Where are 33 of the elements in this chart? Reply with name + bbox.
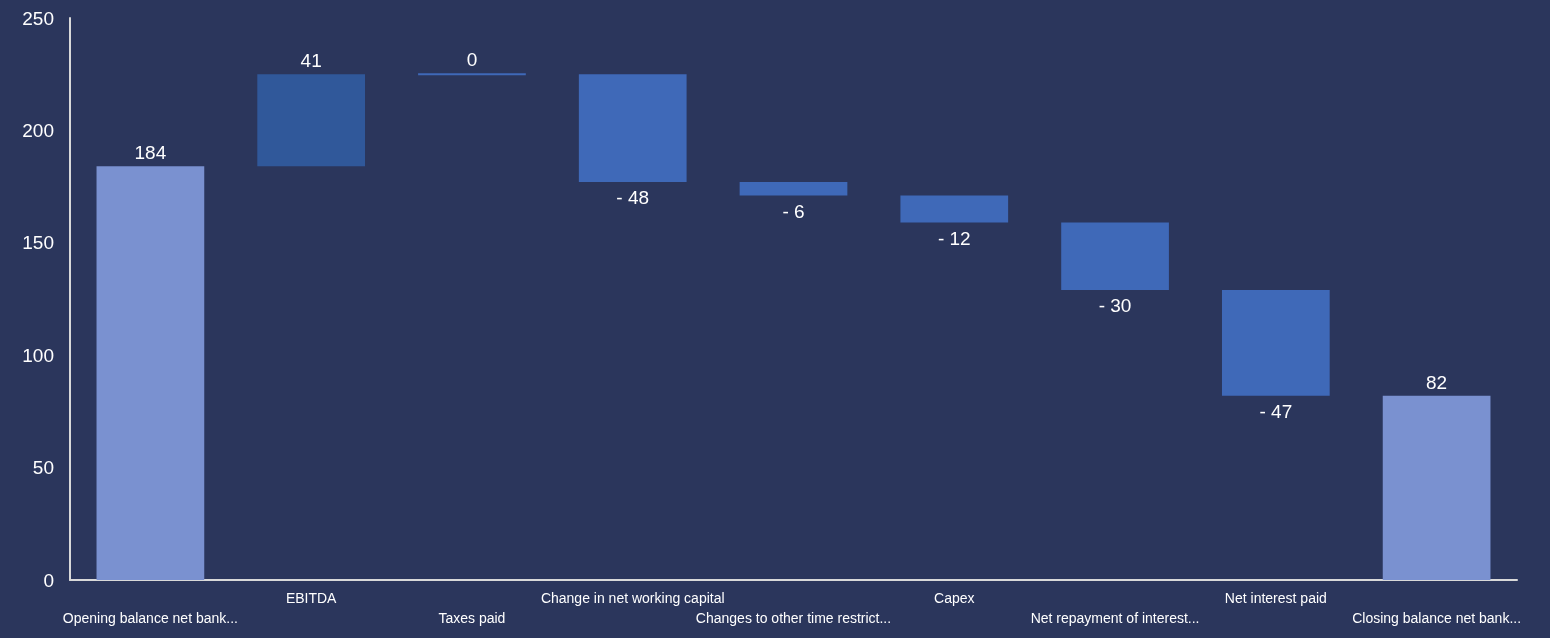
- y-tick-label: 150: [22, 232, 54, 254]
- data-label: - 48: [616, 187, 650, 209]
- y-tick-label: 100: [22, 344, 54, 366]
- x-tick-label: EBITDA: [285, 590, 338, 606]
- y-tick-label: 200: [22, 119, 54, 141]
- bar: [96, 166, 205, 580]
- data-label: - 6: [782, 200, 805, 222]
- x-tick-label: Net repayment of interest...: [1030, 610, 1200, 626]
- y-tick-label: 250: [22, 7, 54, 29]
- bar: [739, 182, 848, 196]
- x-tick-label: Taxes paid: [438, 610, 506, 626]
- data-label: - 30: [1098, 295, 1132, 317]
- bar: [257, 74, 366, 167]
- bar: [900, 195, 1009, 223]
- bar: [1382, 395, 1491, 580]
- x-tick-label: Change in net working capital: [540, 590, 725, 606]
- y-tick-label: 0: [43, 569, 54, 591]
- data-label: - 12: [937, 227, 971, 249]
- x-tick-label: Closing balance net bank...: [1352, 610, 1522, 626]
- y-tick-label: 50: [32, 457, 54, 479]
- bar: [578, 74, 687, 183]
- data-label: 0: [466, 49, 478, 71]
- bar: [1221, 290, 1330, 396]
- data-label: 82: [1426, 371, 1448, 393]
- data-label: 41: [300, 50, 322, 72]
- data-label: 184: [134, 142, 167, 164]
- x-tick-label: Net interest paid: [1224, 590, 1327, 606]
- x-tick-label: Changes to other time restrict...: [695, 610, 892, 626]
- bar: [418, 73, 526, 76]
- x-tick-label: Capex: [934, 590, 975, 606]
- data-label: - 47: [1259, 400, 1293, 422]
- x-tick-label: Opening balance net bank...: [62, 610, 238, 626]
- bar: [1061, 222, 1169, 291]
